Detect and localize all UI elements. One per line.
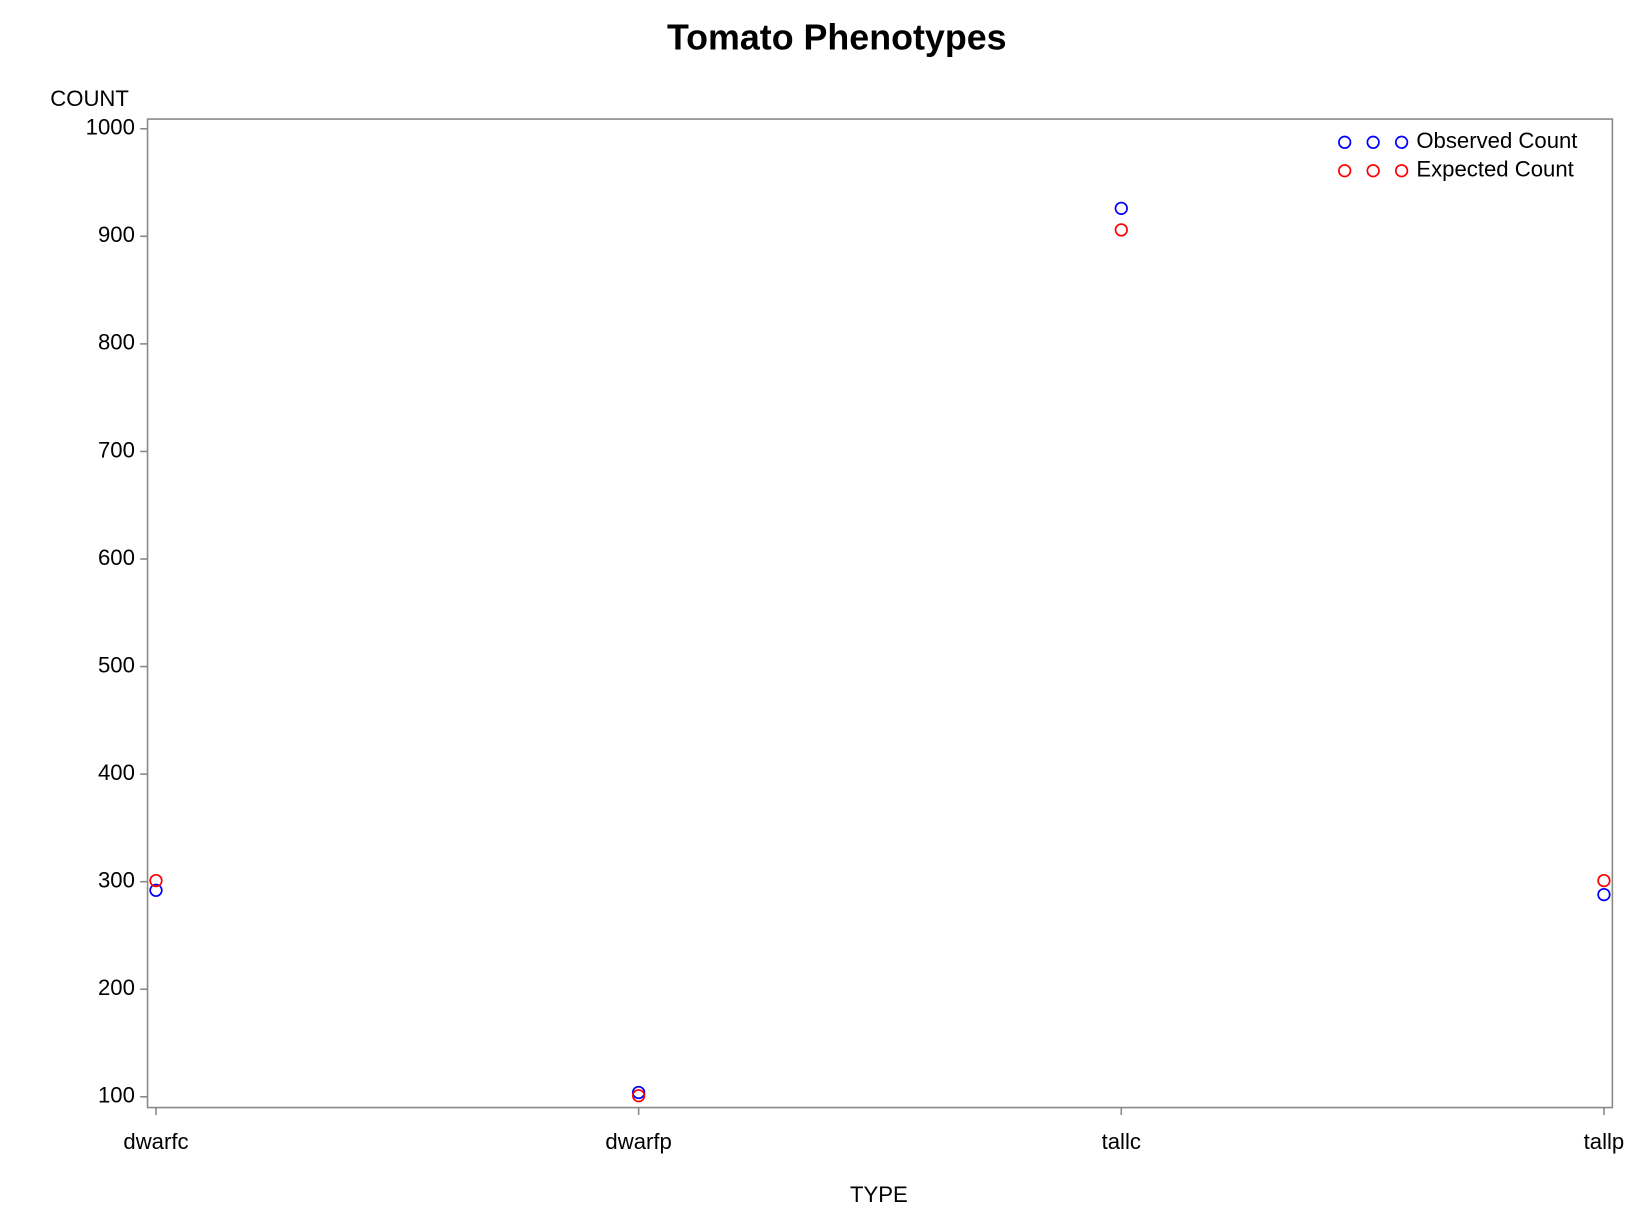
legend-label: Observed Count <box>1416 128 1577 153</box>
point <box>1114 223 1128 237</box>
y-tick-label: 300 <box>98 868 135 893</box>
point <box>149 883 163 897</box>
point <box>149 873 163 888</box>
legend-symbol <box>1366 164 1380 178</box>
y-tick-label: 1000 <box>86 115 135 140</box>
legend-symbol <box>1394 135 1409 149</box>
plot-frame <box>146 118 1614 1109</box>
x-axis-label: TYPE <box>850 1182 908 1207</box>
y-axis-label: COUNT <box>50 86 129 111</box>
point <box>1597 887 1611 902</box>
y-tick-label: 800 <box>98 330 135 355</box>
point <box>1114 201 1128 215</box>
point <box>1597 873 1611 888</box>
y-tick-label: 600 <box>98 545 135 570</box>
legend-symbol <box>1338 135 1352 149</box>
y-tick-label: 500 <box>98 652 135 677</box>
x-tick-label: tallp <box>1584 1129 1625 1154</box>
y-tick-label: 400 <box>98 760 135 785</box>
legend-label: Expected Count <box>1416 157 1573 182</box>
y-tick-label: 700 <box>98 437 135 462</box>
y-tick-label: 200 <box>98 975 135 1000</box>
legend-symbol <box>1394 164 1409 178</box>
y-tick-label: 100 <box>98 1083 135 1108</box>
x-tick-label: dwarfc <box>123 1129 188 1154</box>
x-tick-label: tallc <box>1102 1129 1141 1154</box>
legend-symbol <box>1366 135 1380 149</box>
x-tick-label: dwarfp <box>605 1129 671 1154</box>
legend-symbol <box>1338 164 1352 178</box>
chart-title: Tomato Phenotypes <box>667 18 1007 58</box>
point <box>631 1089 646 1103</box>
y-tick-label: 900 <box>98 222 135 247</box>
